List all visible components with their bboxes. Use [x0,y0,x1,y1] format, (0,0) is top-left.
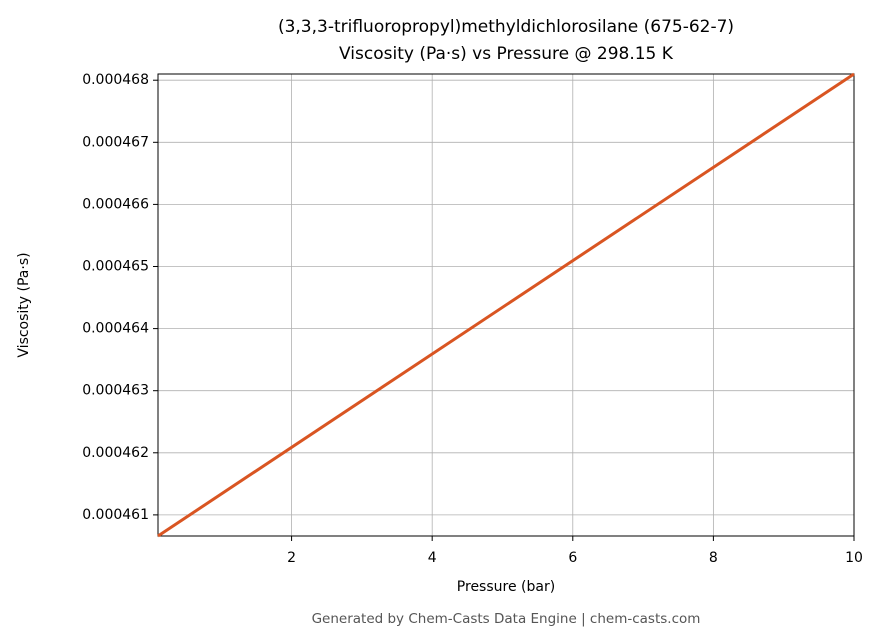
chart-subtitle: Viscosity (Pa·s) vs Pressure @ 298.15 K [339,44,674,64]
footer: Generated by Chem-Casts Data Engine | ch… [312,611,701,627]
x-axis-label: Pressure (bar) [457,579,555,595]
x-tick-label: 6 [568,550,577,566]
y-tick-label: 0.000465 [82,259,149,275]
y-tick-label: 0.000466 [82,196,149,212]
y-tick-label: 0.000464 [82,321,149,337]
x-tick-label: 10 [845,550,863,566]
x-tick-label: 2 [287,550,296,566]
x-tick-label: 8 [709,550,718,566]
data-line [157,72,855,538]
y-axis-label: Viscosity (Pa·s) [16,252,32,357]
y-tick-label: 0.000467 [82,134,149,150]
y-tick-label: 0.000462 [82,445,149,461]
plot-frame [157,73,855,537]
y-tick-label: 0.000463 [82,383,149,399]
x-tick-label: 4 [428,550,437,566]
y-tick-label: 0.000468 [82,72,149,88]
chart-title: (3,3,3-trifluoropropyl)methyldichlorosil… [278,17,734,37]
y-tick-label: 0.000461 [82,507,149,523]
